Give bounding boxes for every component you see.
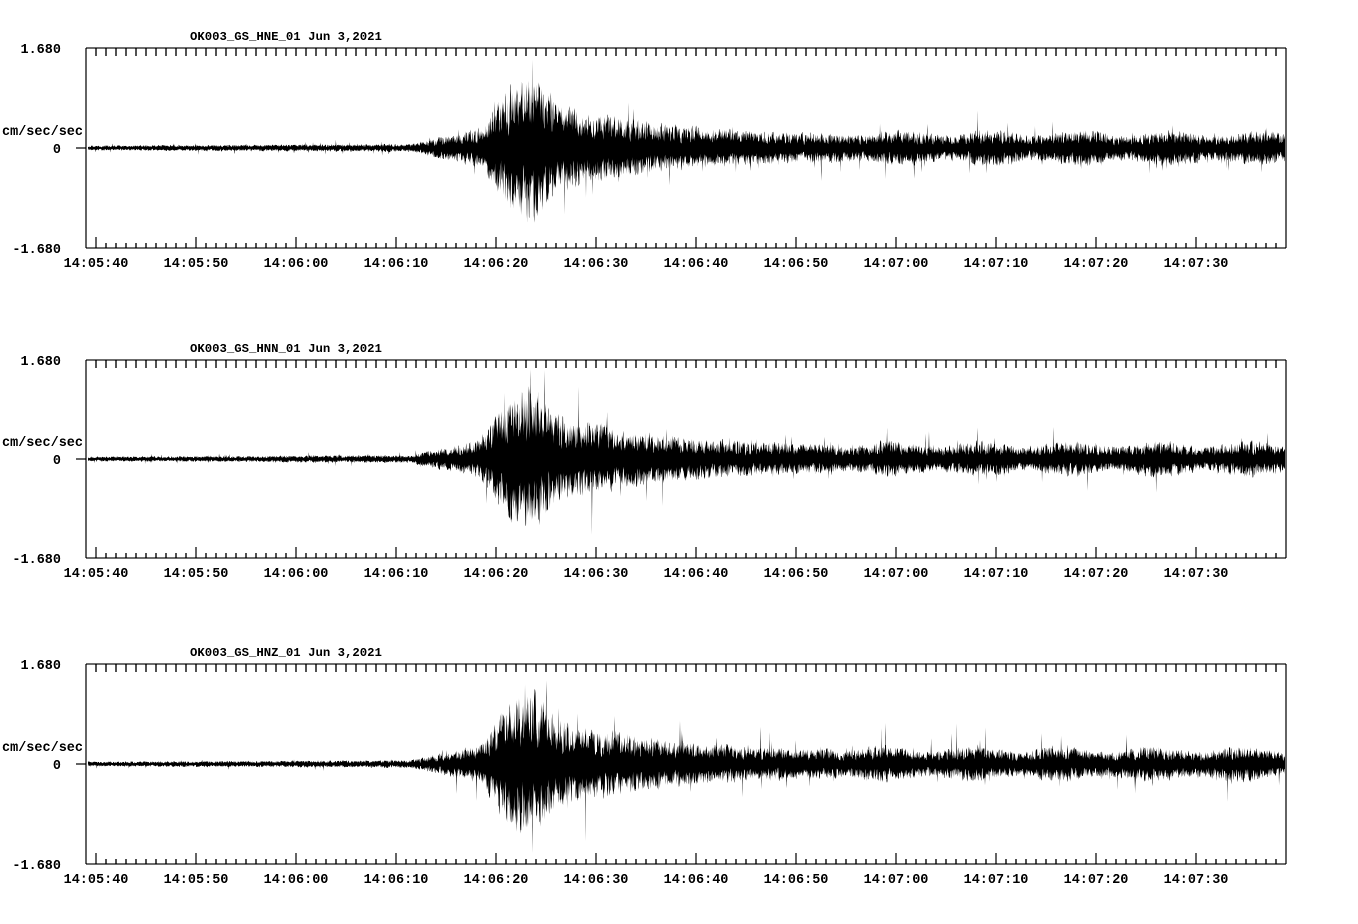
svg-text:14:07:30: 14:07:30	[1164, 567, 1229, 582]
svg-text:OK003_GS_HNE_01 Jun 3,2021: OK003_GS_HNE_01 Jun 3,2021	[190, 30, 382, 44]
svg-text:1.680: 1.680	[20, 43, 61, 58]
svg-text:14:07:00: 14:07:00	[864, 873, 929, 888]
svg-text:14:07:30: 14:07:30	[1164, 873, 1229, 888]
svg-text:14:07:10: 14:07:10	[964, 873, 1029, 888]
svg-text:14:07:30: 14:07:30	[1164, 257, 1229, 272]
svg-text:OK003_GS_HNN_01 Jun 3,2021: OK003_GS_HNN_01 Jun 3,2021	[190, 342, 382, 356]
svg-text:14:06:50: 14:06:50	[764, 567, 829, 582]
svg-text:0: 0	[53, 759, 61, 774]
svg-text:1.680: 1.680	[20, 659, 61, 674]
svg-text:14:06:50: 14:06:50	[764, 257, 829, 272]
svg-text:14:05:40: 14:05:40	[64, 873, 129, 888]
svg-text:14:07:00: 14:07:00	[864, 567, 929, 582]
svg-text:14:06:10: 14:06:10	[364, 567, 429, 582]
svg-text:14:06:10: 14:06:10	[364, 257, 429, 272]
svg-text:14:07:20: 14:07:20	[1064, 567, 1129, 582]
svg-text:14:06:00: 14:06:00	[264, 567, 329, 582]
svg-text:OK003_GS_HNZ_01 Jun 3,2021: OK003_GS_HNZ_01 Jun 3,2021	[190, 646, 382, 660]
svg-text:cm/sec/sec: cm/sec/sec	[2, 436, 83, 451]
svg-text:14:07:10: 14:07:10	[964, 567, 1029, 582]
svg-text:1.680: 1.680	[20, 355, 61, 370]
svg-text:14:06:30: 14:06:30	[564, 873, 629, 888]
svg-text:14:06:20: 14:06:20	[464, 567, 529, 582]
svg-text:14:06:00: 14:06:00	[264, 873, 329, 888]
svg-text:14:05:40: 14:05:40	[64, 257, 129, 272]
svg-text:14:05:50: 14:05:50	[164, 873, 229, 888]
svg-text:14:07:20: 14:07:20	[1064, 257, 1129, 272]
svg-text:14:06:10: 14:06:10	[364, 873, 429, 888]
svg-text:cm/sec/sec: cm/sec/sec	[2, 741, 83, 756]
svg-text:14:07:10: 14:07:10	[964, 257, 1029, 272]
svg-text:14:07:20: 14:07:20	[1064, 873, 1129, 888]
svg-text:cm/sec/sec: cm/sec/sec	[2, 125, 83, 140]
svg-text:-1.680: -1.680	[12, 553, 61, 568]
svg-text:0: 0	[53, 454, 61, 469]
svg-text:14:05:50: 14:05:50	[164, 567, 229, 582]
svg-text:14:06:40: 14:06:40	[664, 567, 729, 582]
svg-text:14:06:40: 14:06:40	[664, 257, 729, 272]
svg-text:0: 0	[53, 143, 61, 158]
svg-text:14:06:00: 14:06:00	[264, 257, 329, 272]
svg-text:-1.680: -1.680	[12, 243, 61, 258]
svg-text:14:06:30: 14:06:30	[564, 257, 629, 272]
svg-text:14:06:50: 14:06:50	[764, 873, 829, 888]
svg-text:14:07:00: 14:07:00	[864, 257, 929, 272]
svg-text:14:06:20: 14:06:20	[464, 257, 529, 272]
svg-text:14:06:40: 14:06:40	[664, 873, 729, 888]
svg-text:14:05:50: 14:05:50	[164, 257, 229, 272]
svg-text:14:06:20: 14:06:20	[464, 873, 529, 888]
svg-text:14:05:40: 14:05:40	[64, 567, 129, 582]
svg-text:-1.680: -1.680	[12, 859, 61, 874]
svg-text:14:06:30: 14:06:30	[564, 567, 629, 582]
